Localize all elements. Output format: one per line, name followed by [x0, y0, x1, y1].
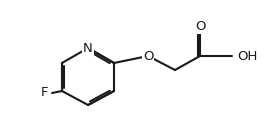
- Text: O: O: [196, 21, 206, 34]
- Text: O: O: [143, 50, 153, 63]
- Text: N: N: [83, 42, 93, 55]
- Text: F: F: [40, 87, 48, 99]
- Text: OH: OH: [237, 50, 257, 63]
